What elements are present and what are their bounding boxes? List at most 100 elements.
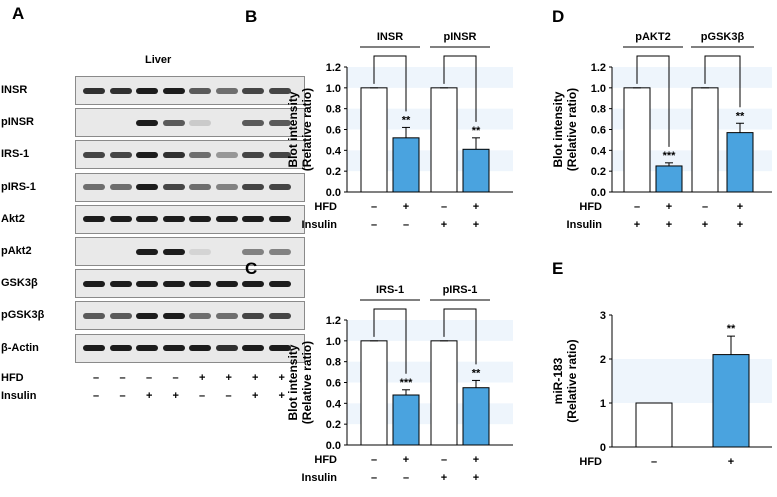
blot-band <box>162 119 185 126</box>
blot-band <box>136 280 158 287</box>
significance-label: ** <box>736 110 745 122</box>
condition-sign: + <box>199 371 206 384</box>
blot-band <box>109 87 132 94</box>
bar <box>462 387 490 446</box>
blot-band <box>242 87 264 94</box>
y-tick-label: 0.0 <box>326 440 341 452</box>
blot-strip <box>75 76 305 105</box>
blot-strip <box>75 204 305 234</box>
blot-band <box>162 280 185 287</box>
condition-sign: – <box>225 389 232 402</box>
condition-label: HFD <box>1 371 24 384</box>
condition-sign: – <box>172 371 179 384</box>
blot-strip <box>75 269 305 299</box>
y-tick-label: 0.0 <box>591 187 606 199</box>
blot-band <box>83 312 105 319</box>
condition-sign: – <box>634 201 640 213</box>
condition-sign: + <box>278 389 285 402</box>
condition-sign: + <box>473 219 479 231</box>
bar <box>392 394 420 446</box>
condition-label: Insulin <box>302 472 338 484</box>
group-label: pINSR <box>444 31 477 43</box>
condition-sign: + <box>403 454 409 466</box>
y-axis-label: (Relative ratio) <box>565 88 579 171</box>
panel-letter: D <box>552 7 564 26</box>
blot-band <box>109 216 132 223</box>
blot-band <box>189 184 211 191</box>
blot-band <box>268 87 291 94</box>
blot-band <box>136 312 158 319</box>
blot-band <box>136 119 158 126</box>
bar <box>430 340 458 446</box>
y-axis-label: miR-183 <box>551 357 565 404</box>
blot-band <box>162 184 185 191</box>
bar <box>360 340 388 446</box>
blot-band <box>162 151 185 158</box>
condition-sign: + <box>737 219 743 231</box>
comparison-bracket <box>443 308 477 365</box>
grid-stripe <box>347 67 513 88</box>
blot-band <box>189 345 211 352</box>
comparison-bracket <box>636 55 670 147</box>
group-label: pAKT2 <box>635 31 670 43</box>
condition-sign: + <box>702 219 708 231</box>
blot-row-label: β-Actin <box>1 341 39 354</box>
bar <box>392 137 420 193</box>
blot-band <box>242 216 264 223</box>
condition-sign: – <box>702 201 708 213</box>
blot-band <box>215 184 238 191</box>
bar <box>712 354 750 448</box>
condition-sign: + <box>666 201 672 213</box>
condition-label: HFD <box>579 201 602 213</box>
blot-band <box>109 151 132 158</box>
y-tick-label: 0.6 <box>326 125 341 137</box>
blot-row-label: pINSR <box>1 116 34 129</box>
blot-strip <box>75 140 305 170</box>
blot-band <box>136 151 158 158</box>
blot-band <box>83 216 105 223</box>
condition-sign: – <box>119 389 126 402</box>
significance-label: ** <box>727 323 736 335</box>
blot-band <box>268 184 291 191</box>
blot-band <box>83 184 105 191</box>
y-axis-label: (Relative ratio) <box>565 339 579 422</box>
group-label: pIRS-1 <box>443 284 478 296</box>
condition-sign: + <box>403 201 409 213</box>
condition-sign: + <box>225 371 232 384</box>
y-tick-label: 0.2 <box>326 419 341 431</box>
blot-band <box>83 87 105 94</box>
blot-row-label: pAkt2 <box>1 245 32 257</box>
grid-stripe <box>347 320 513 341</box>
significance-label: ** <box>402 114 411 126</box>
condition-sign: + <box>441 472 447 484</box>
panel-letter: E <box>552 259 563 278</box>
blot-row-label: pIRS-1 <box>1 180 36 193</box>
condition-sign: + <box>728 456 734 468</box>
blot-band <box>189 119 211 126</box>
condition-sign: + <box>278 371 285 384</box>
blot-band <box>189 248 211 255</box>
blot-band <box>109 280 132 287</box>
grid-stripe <box>612 108 772 130</box>
blot-band <box>242 345 264 352</box>
significance-label: *** <box>663 150 677 162</box>
y-tick-label: 1.2 <box>326 315 341 327</box>
blot-band <box>242 312 264 319</box>
blot-band <box>83 280 105 287</box>
blot-row-label: Akt2 <box>1 212 25 225</box>
grid-stripe <box>612 150 772 172</box>
condition-sign: + <box>441 219 447 231</box>
panel-letter: B <box>245 7 257 26</box>
panel-a-letter: A <box>12 4 25 23</box>
significance-label: ** <box>472 367 481 379</box>
western-blot: INSR pINSR IRS-1 pIRS-1 Akt2 pAkt2 GSK3β pGSK3β… <box>1 76 315 406</box>
y-tick-label: 0.4 <box>326 145 342 157</box>
condition-sign: + <box>473 201 479 213</box>
blot-band <box>162 312 185 319</box>
group-label: pGSK3β <box>701 31 745 43</box>
condition-sign: + <box>252 371 259 384</box>
condition-sign: – <box>146 371 153 384</box>
condition-label: HFD <box>314 454 337 466</box>
blot-band <box>109 184 132 191</box>
blot-band <box>242 248 264 255</box>
